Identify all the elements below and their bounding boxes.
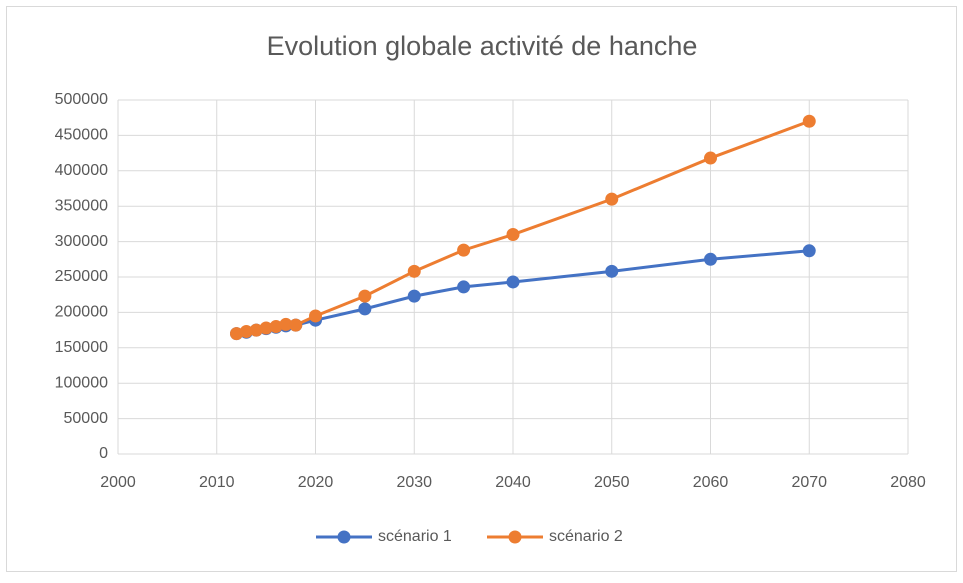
point (259, 321, 273, 335)
legend-label: scénario 1 (378, 528, 452, 545)
y-tick-label: 250000 (55, 268, 108, 285)
legend: scénario 1 scénario 2 (316, 528, 623, 545)
y-tick-label: 350000 (55, 197, 108, 214)
x-tick-label: 2060 (693, 474, 729, 491)
point (407, 289, 421, 303)
y-tick-label: 50000 (64, 410, 109, 427)
point (506, 228, 520, 242)
y-tick-label: 500000 (55, 91, 108, 108)
grid: 0 50000 100000 150000 200000 250000 300000 3500… (55, 91, 926, 491)
point (457, 243, 471, 257)
point (704, 252, 717, 266)
x-tick-label: 2080 (890, 474, 926, 491)
point (358, 289, 372, 303)
legend-label: scénario 2 (549, 528, 623, 545)
point (802, 114, 816, 128)
point (358, 302, 372, 316)
point (605, 264, 619, 278)
point (239, 325, 253, 339)
y-tick-label: 300000 (55, 233, 108, 250)
plot (230, 114, 816, 341)
point (249, 323, 263, 337)
point (279, 317, 293, 331)
point (309, 309, 322, 323)
legend-marker (337, 530, 351, 544)
point (407, 264, 421, 278)
y-tick-label: 400000 (55, 162, 108, 179)
point (605, 192, 619, 206)
point (230, 327, 243, 341)
x-tick-label: 2070 (791, 474, 827, 491)
x-tick-label: 2040 (495, 474, 531, 491)
point (289, 318, 303, 332)
x-tick-label: 2030 (396, 474, 432, 491)
point (506, 275, 520, 289)
x-tick-label: 2000 (100, 474, 136, 491)
x-tick-label: 2050 (594, 474, 630, 491)
x-tick-label: 2020 (298, 474, 334, 491)
x-tick-label: 2010 (199, 474, 235, 491)
y-tick-label: 100000 (55, 374, 108, 391)
point (802, 244, 816, 258)
legend-marker (508, 530, 522, 544)
point (269, 320, 283, 334)
y-tick-label: 450000 (55, 127, 108, 144)
y-tick-label: 0 (99, 445, 108, 462)
y-tick-label: 150000 (55, 339, 108, 356)
point (704, 151, 717, 165)
chart-title: Evolution globale activité de hanche (267, 31, 698, 61)
point (457, 280, 471, 294)
chart-frame (6, 6, 957, 572)
y-tick-label: 200000 (55, 304, 108, 321)
